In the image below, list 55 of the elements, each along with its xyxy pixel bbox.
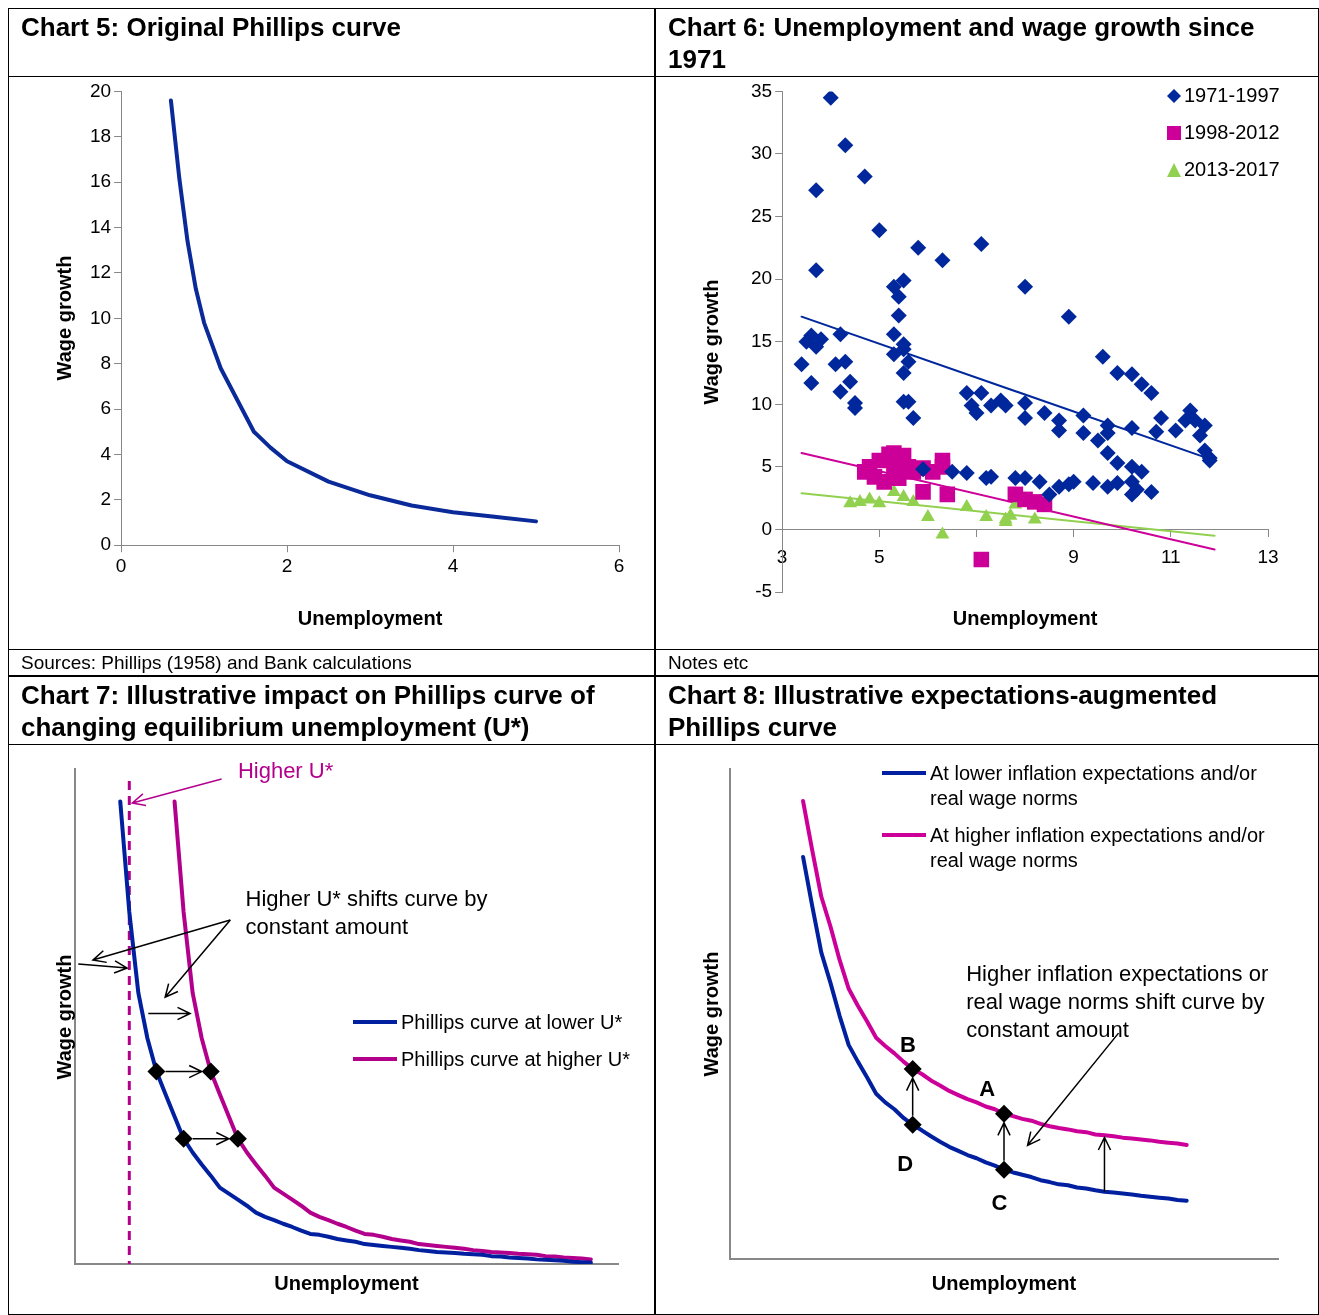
x-tick-label: 6 bbox=[613, 554, 625, 576]
y-tick-label: 0 bbox=[761, 517, 773, 539]
y-tick-label: 8 bbox=[100, 351, 112, 373]
legend-label: Phillips curve at higher U* bbox=[401, 1046, 630, 1072]
legend-label: 2013-2017 bbox=[1184, 157, 1280, 183]
y-tick-label: 14 bbox=[89, 215, 112, 237]
y-tick-label: 12 bbox=[89, 261, 112, 283]
x-axis-title: Unemployment bbox=[952, 607, 1098, 630]
y-tick-label: 10 bbox=[89, 306, 112, 328]
x-tick-label: 11 bbox=[1160, 546, 1181, 568]
y-axis-title: Wage growth bbox=[699, 951, 723, 1077]
annotation: A bbox=[979, 1075, 996, 1104]
y-tick-label: 20 bbox=[750, 267, 773, 289]
legend-label: At higher inflation expectations and/or real wage norms bbox=[930, 823, 1266, 873]
legend-label: At lower inflation expectations and/or real wage norms bbox=[930, 761, 1258, 811]
x-tick-label: 9 bbox=[1068, 546, 1079, 568]
legend-label: Phillips curve at lower U* bbox=[401, 1009, 623, 1035]
annotation: D bbox=[897, 1150, 914, 1179]
x-tick-label: 5 bbox=[874, 546, 885, 568]
y-axis-title: Wage growth bbox=[52, 255, 76, 381]
x-tick-label: 13 bbox=[1257, 546, 1279, 568]
legend-label: 1998-2012 bbox=[1184, 120, 1280, 146]
y-tick-label: 5 bbox=[761, 455, 773, 477]
chart-title: Chart 8: Illustrative expectations-augmented Phillips curve bbox=[656, 677, 1318, 745]
y-tick-label: 10 bbox=[750, 392, 773, 414]
text: Notes etc bbox=[656, 649, 1318, 675]
y-tick-label: 6 bbox=[100, 397, 112, 419]
y-tick-label: 16 bbox=[89, 170, 112, 192]
annotation: Higher U* shifts curve by constant amount bbox=[245, 884, 489, 941]
legend-label: 1971-1997 bbox=[1184, 83, 1280, 109]
annotation: C bbox=[991, 1189, 1008, 1218]
y-axis-title: Wage growth bbox=[52, 954, 76, 1079]
y-tick-label: 4 bbox=[100, 442, 112, 464]
y-tick-label: 2 bbox=[100, 488, 112, 510]
annotation: Higher inflation expectations or real wage norms shift curve by constant amount bbox=[966, 960, 1270, 1045]
chart-title: Chart 6: Unemployment and wage growth since 1971 bbox=[656, 9, 1318, 77]
chart-title: Chart 7: Illustrative impact on Phillips curve of changing equilibrium unemployment (U*) bbox=[9, 677, 654, 745]
y-tick-label: -5 bbox=[755, 580, 773, 602]
x-tick-label: 0 bbox=[115, 554, 127, 576]
x-axis-title: Unemployment bbox=[297, 607, 443, 630]
x-axis-title: Unemployment bbox=[274, 1272, 419, 1295]
text: Higher U* bbox=[237, 757, 334, 785]
x-axis-title: Unemployment bbox=[931, 1272, 1077, 1295]
y-tick-label: 15 bbox=[750, 329, 773, 351]
annotation: B bbox=[899, 1031, 916, 1060]
y-tick-label: 35 bbox=[750, 79, 773, 101]
y-tick-label: 18 bbox=[89, 125, 112, 147]
y-axis-title: Wage growth bbox=[699, 279, 723, 405]
x-tick-label: 2 bbox=[281, 554, 293, 576]
source-note: Sources: Phillips (1958) and Bank calculations bbox=[9, 649, 654, 675]
chart-title: Chart 5: Original Phillips curve bbox=[9, 9, 654, 77]
y-tick-label: 20 bbox=[89, 79, 112, 101]
y-tick-label: 25 bbox=[750, 204, 773, 226]
y-tick-label: 30 bbox=[750, 142, 773, 164]
x-tick-label: 4 bbox=[447, 554, 459, 576]
